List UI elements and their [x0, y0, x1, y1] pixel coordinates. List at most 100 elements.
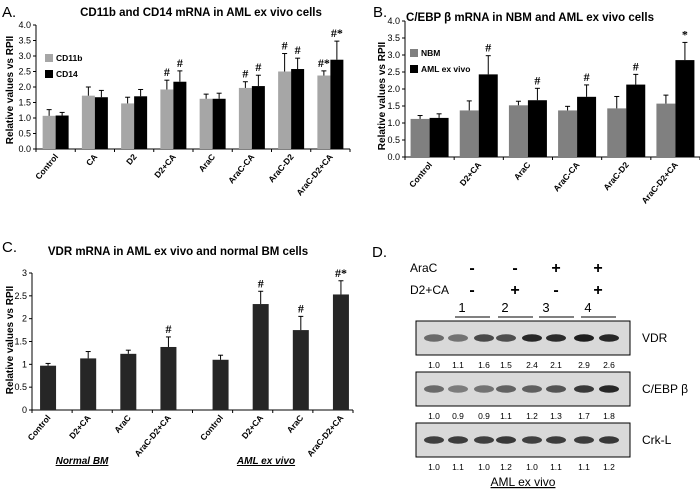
panel-c-category-label: D2+CA — [239, 413, 265, 441]
panel-b-ytick-label: 4.0 — [387, 16, 400, 26]
panel-a-bar — [55, 115, 69, 149]
blot-quant-value: 1.1 — [550, 462, 562, 472]
blot-band — [546, 436, 566, 444]
panel-b-bar — [508, 105, 528, 157]
panel-a-bar — [94, 97, 108, 149]
panel-a-significance-mark: # — [242, 67, 248, 81]
panel-b-bar — [558, 110, 578, 157]
panel-a-ytick-label: 2.0 — [18, 82, 31, 92]
blot-band — [448, 334, 468, 342]
blot-quant-value: 2.4 — [526, 360, 538, 370]
panel-a-significance-mark: # — [255, 60, 261, 74]
panel-b-bar — [607, 108, 627, 157]
panel-d-western-blot: AraC - - + + D2+CA - + - +1 2 3 4 VDR 1.0 1.1 1.6 1.5 2.4 2… — [410, 260, 688, 489]
blot-band — [474, 436, 494, 444]
blot-band — [424, 436, 444, 444]
blot-quant-value: 1.8 — [603, 411, 615, 421]
panel-b-chart: 0.0 0.5 1.0 1.5 2.0 2.5 3.0 3.5 4.0 # # # # * Control D… — [387, 16, 700, 206]
panel-a-bar — [199, 98, 213, 149]
panel-b-legend-label: NBM — [421, 48, 440, 58]
blot-band — [496, 385, 516, 393]
panel-a-bar — [317, 75, 331, 149]
blot-quant-value: 1.0 — [428, 462, 440, 472]
blot-band — [574, 385, 594, 393]
panel-c-bar — [40, 365, 57, 410]
panel-a-bar — [81, 95, 95, 149]
panel-c-ytick-label: 0.5 — [14, 382, 27, 392]
blot-band — [599, 436, 619, 444]
panel-a-ytick-label: 0.5 — [18, 129, 31, 139]
blot-quant-value: 1.0 — [428, 360, 440, 370]
panel-b-category-label: AraC-D2+CA — [639, 160, 680, 206]
panel-b-bar — [459, 110, 479, 157]
blot-band — [599, 385, 619, 393]
panel-a-label: A. — [2, 4, 16, 21]
panel-b-bar — [527, 100, 547, 157]
panel-c-category-label: Control — [26, 413, 53, 443]
panel-a-bar — [160, 89, 174, 149]
blot-band — [496, 436, 516, 444]
panel-a-bar — [121, 103, 135, 149]
panel-c-bar — [332, 294, 349, 410]
panel-a-chart: 0.0 0.5 1.0 1.5 2.0 2.5 3.0 3.5 4.0 # # # # # # #* #* Con… — [18, 20, 351, 198]
panel-c-category-label: AraC — [285, 413, 306, 435]
panel-a-ytick-label: 2.5 — [18, 67, 31, 77]
blot-band — [522, 436, 542, 444]
panel-c-significance-mark: # — [165, 322, 171, 336]
blot-band — [474, 385, 494, 393]
panel-a-bar — [278, 71, 292, 149]
blot-quant-value: 1.2 — [500, 462, 512, 472]
panel-c-ylabel: Relative values vs RPII — [5, 286, 16, 395]
blot-quant-value: 1.7 — [578, 411, 590, 421]
panel-a-category-label: Control — [33, 152, 60, 182]
panel-a-ytick-label: 4.0 — [18, 20, 31, 30]
blot-treatment-sign: + — [510, 282, 519, 299]
blot-band — [424, 334, 444, 342]
panel-c-ytick-label: 0 — [22, 405, 27, 415]
panel-c-bar — [80, 358, 97, 410]
panel-b-bar — [656, 103, 676, 157]
panel-c-significance-mark: #* — [335, 266, 347, 280]
panel-b-ytick-label: 1.0 — [387, 118, 400, 128]
panel-c-bar — [160, 346, 177, 410]
panel-a-bar — [291, 69, 305, 149]
blot-quant-value: 1.1 — [500, 411, 512, 421]
blot-treatment-sign: - — [469, 260, 474, 277]
panel-a-bar — [134, 96, 148, 149]
blot-lane-number: 4 — [584, 300, 591, 315]
panel-a-ytick-label: 0.0 — [18, 144, 31, 154]
panel-b-category-label: Control — [407, 160, 434, 190]
blot-treatment-label: D2+CA — [410, 283, 449, 297]
panel-a-bar — [212, 98, 226, 149]
blot-caption: AML ex vivo — [491, 475, 556, 489]
panel-b-bar — [626, 84, 646, 157]
panel-a-ytick-label: 3.5 — [18, 36, 31, 46]
blot-band — [546, 385, 566, 393]
panel-b-bar — [478, 74, 498, 157]
panel-b-category-label: AraC-CA — [551, 160, 581, 194]
panel-a-title: CD11b and CD14 mRNA in AML ex vivo cells — [80, 7, 322, 19]
panel-b-ytick-label: 2.0 — [387, 84, 400, 94]
blot-treatment-sign: - — [512, 260, 517, 277]
panel-a-legend-swatch — [45, 70, 53, 78]
panel-c-significance-mark: # — [258, 276, 264, 290]
blot-protein-label: VDR — [642, 331, 668, 345]
blot-quant-value: 1.2 — [526, 411, 538, 421]
panel-a-significance-mark: # — [295, 43, 301, 57]
blot-band — [474, 334, 494, 342]
panel-c-ytick-label: 1 — [22, 359, 27, 369]
panel-c-category-label: D2+CA — [67, 413, 93, 441]
panel-a-bar — [251, 86, 265, 149]
panel-c-label: C. — [2, 239, 17, 256]
panel-c-bar — [120, 353, 137, 410]
blot-quant-value: 2.6 — [603, 360, 615, 370]
panel-c-title: VDR mRNA in AML ex vivo and normal BM ce… — [48, 246, 308, 258]
panel-b-ytick-label: 2.5 — [387, 67, 400, 77]
blot-band — [546, 334, 566, 342]
panel-a-legend-label: CD11b — [56, 53, 82, 63]
blot-treatment-label: AraC — [410, 261, 438, 275]
panel-c-ytick-label: 2.5 — [14, 291, 27, 301]
panel-c-chart: 00.511.522.53####*Control D2+CA AraC AraC-D… — [14, 266, 354, 459]
panel-a-significance-mark: #* — [331, 26, 343, 40]
blot-treatment-sign: + — [551, 260, 560, 277]
